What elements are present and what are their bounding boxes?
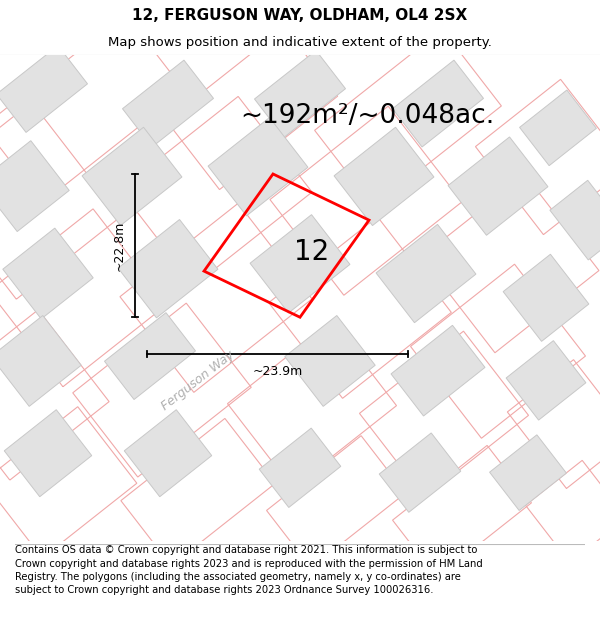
Polygon shape [0,316,81,406]
Polygon shape [376,224,476,322]
Polygon shape [208,118,308,216]
Polygon shape [254,51,346,138]
Polygon shape [334,127,434,226]
Text: 12: 12 [295,238,329,266]
Polygon shape [503,254,589,341]
Polygon shape [4,410,92,497]
Polygon shape [550,180,600,260]
Polygon shape [448,137,548,235]
Polygon shape [285,316,375,406]
Polygon shape [0,46,88,132]
Polygon shape [0,141,69,231]
Polygon shape [124,410,212,497]
Polygon shape [506,341,586,420]
Text: Contains OS data © Crown copyright and database right 2021. This information is : Contains OS data © Crown copyright and d… [15,545,483,595]
Text: Ferguson Way: Ferguson Way [159,348,237,413]
Polygon shape [379,433,461,512]
Polygon shape [118,219,218,318]
Text: ~192m²/~0.048ac.: ~192m²/~0.048ac. [240,102,494,129]
Polygon shape [391,326,485,416]
Polygon shape [3,228,93,319]
Polygon shape [104,312,196,399]
Polygon shape [122,60,214,147]
Polygon shape [392,60,484,147]
Polygon shape [259,428,341,508]
Polygon shape [520,90,596,166]
Text: ~22.8m: ~22.8m [113,221,125,271]
Polygon shape [250,214,350,313]
Text: ~23.9m: ~23.9m [253,366,302,378]
Text: Map shows position and indicative extent of the property.: Map shows position and indicative extent… [108,36,492,49]
Polygon shape [82,127,182,226]
Polygon shape [490,435,566,511]
Text: 12, FERGUSON WAY, OLDHAM, OL4 2SX: 12, FERGUSON WAY, OLDHAM, OL4 2SX [133,8,467,23]
